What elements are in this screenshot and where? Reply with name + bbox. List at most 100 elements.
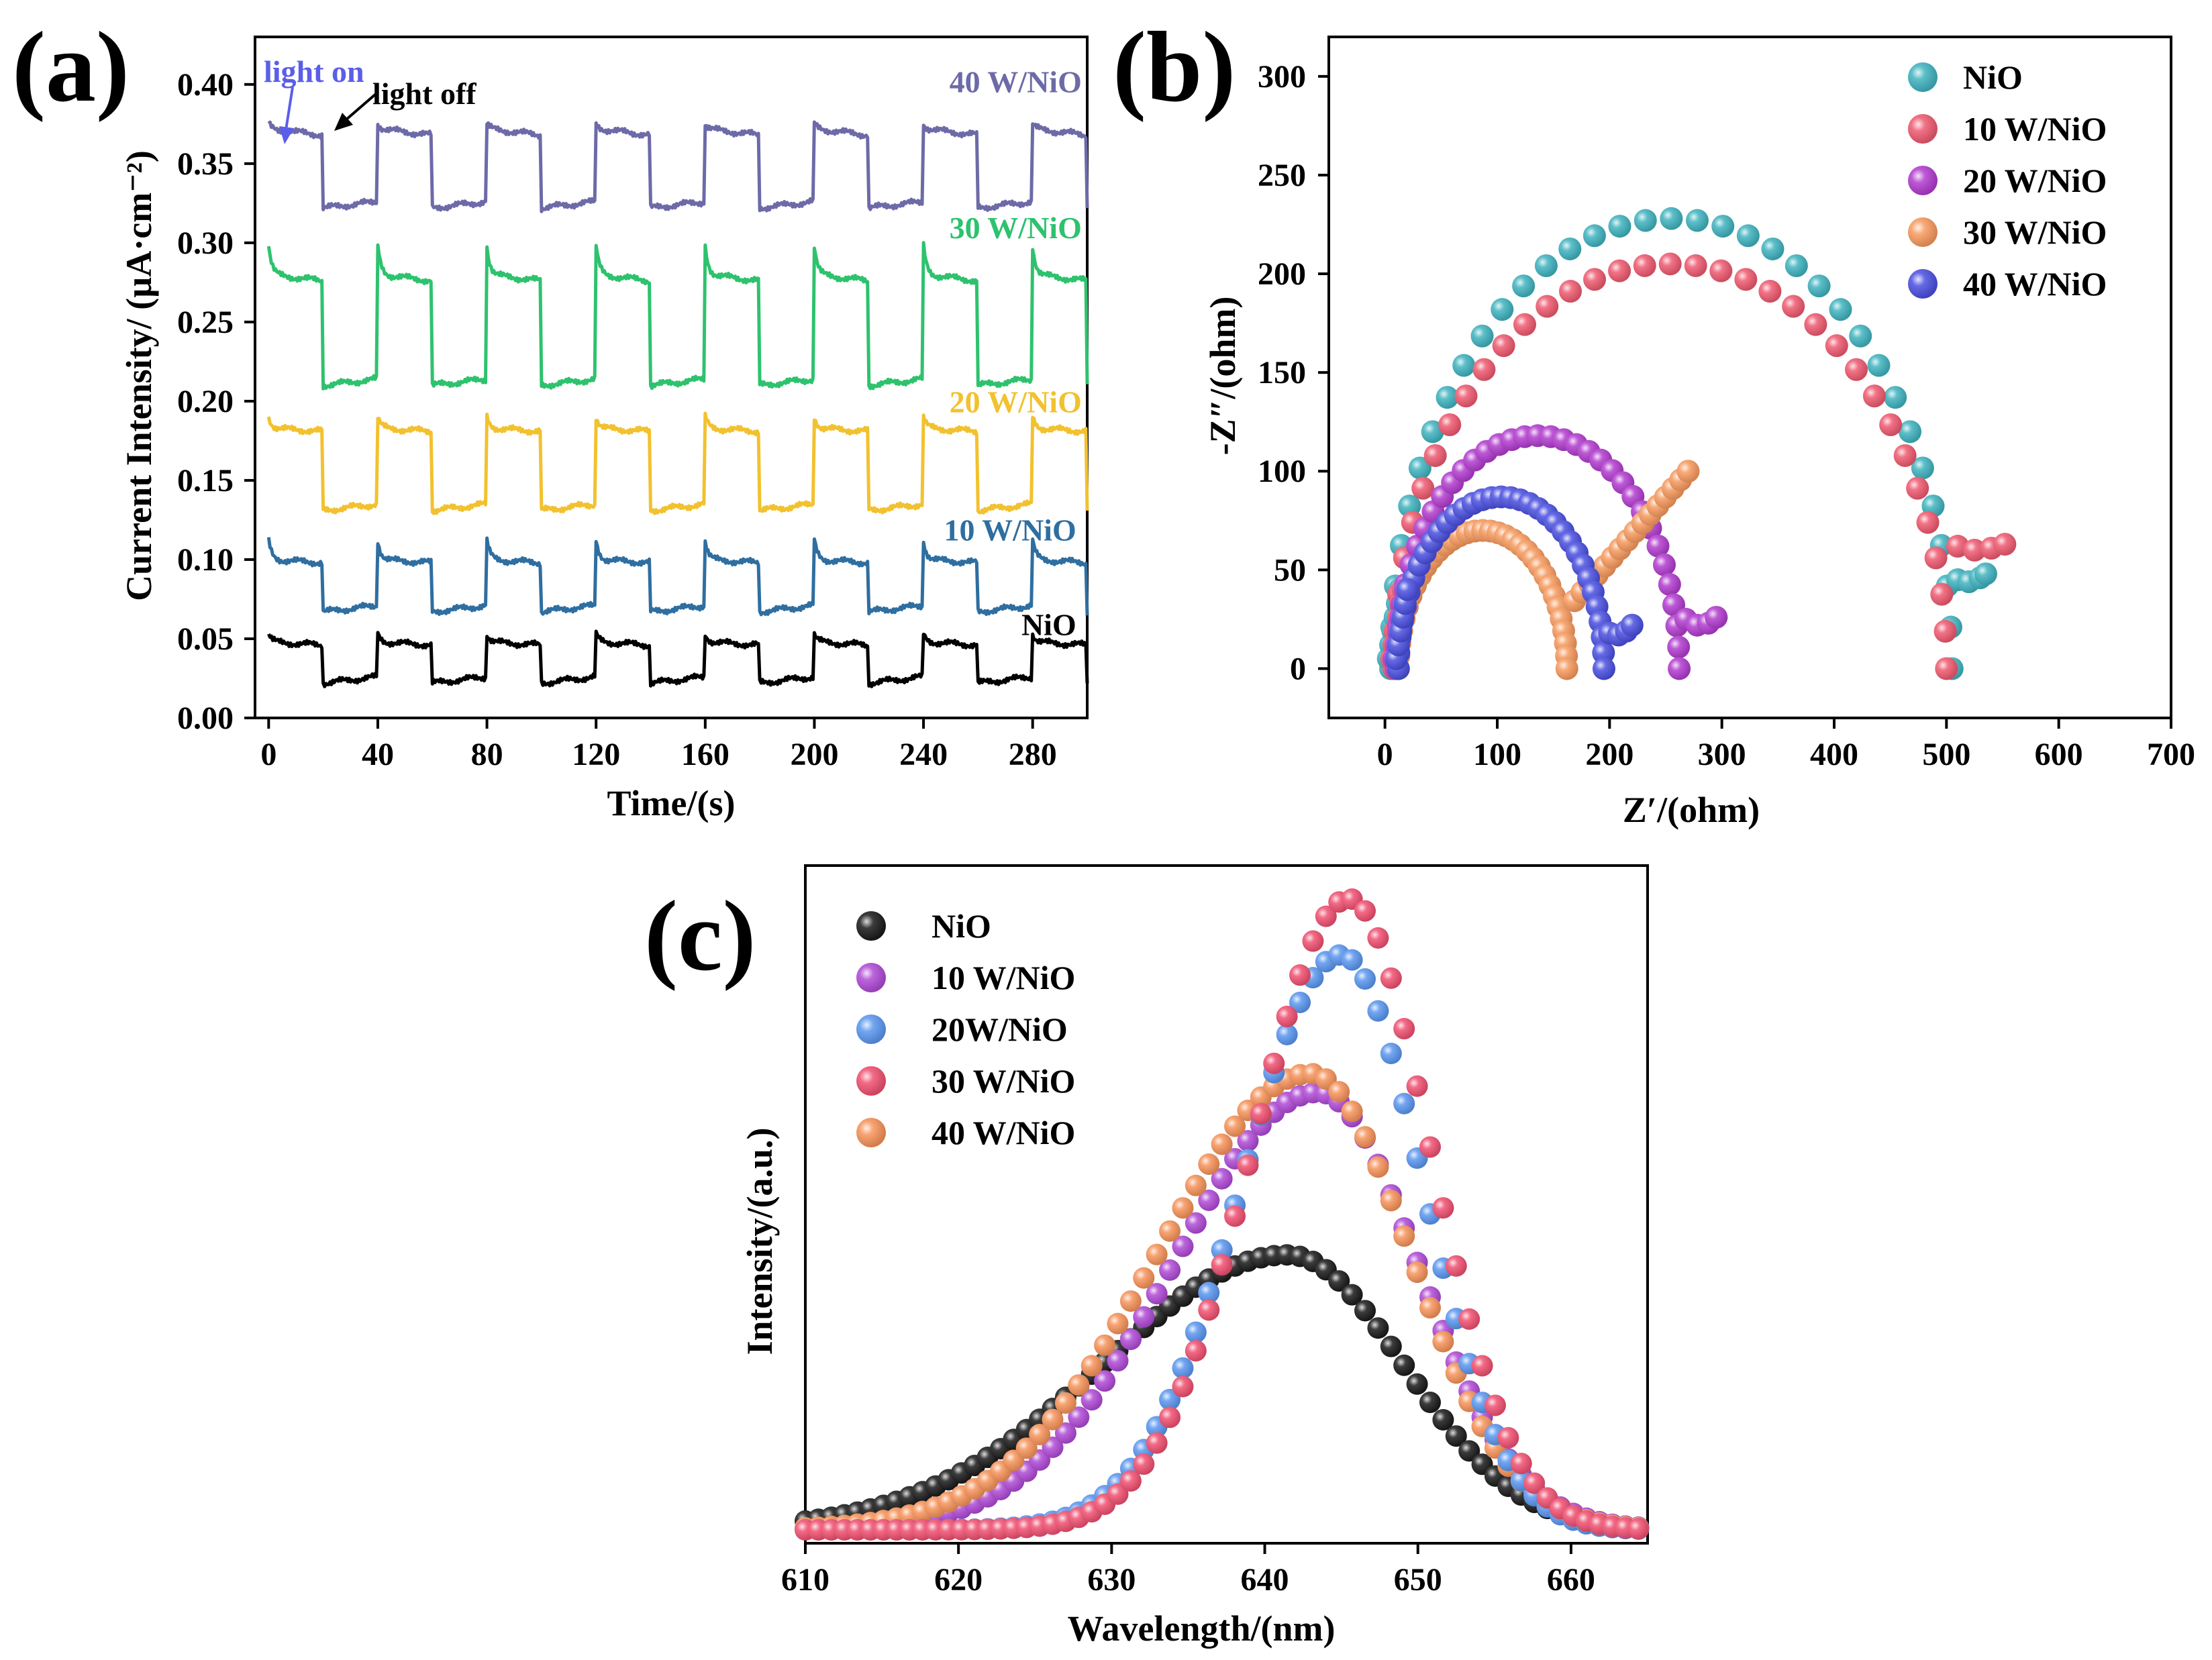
c-point-3-44: [1367, 927, 1389, 949]
c-point-3-48-shine: [1419, 1136, 1441, 1158]
c-point-1-25-shine: [1119, 1329, 1142, 1351]
b-point-0-24: [1829, 298, 1852, 321]
b-legend-label-4: 40 W/NiO: [1963, 265, 2107, 303]
c-point-4-32-shine: [1211, 1133, 1233, 1155]
panel-a-light-on-arrow: [284, 87, 294, 135]
c-point-4-48-shine: [1419, 1297, 1441, 1319]
c-legend-marker-2-shine: [856, 1015, 886, 1044]
c-point-1-29: [1172, 1235, 1194, 1257]
c-point-3-30-shine: [1185, 1340, 1207, 1362]
c-point-4-44: [1367, 1156, 1389, 1178]
c-point-0-42: [1341, 1284, 1363, 1306]
b-point-0-6-shine: [1421, 420, 1444, 444]
b-point-0-28-shine: [1899, 420, 1922, 444]
b-point-1-20: [1734, 268, 1758, 291]
b-point-1-36-shine: [1963, 538, 1987, 562]
c-point-3-43-shine: [1354, 900, 1376, 922]
b-legend-marker-3-shine: [1908, 217, 1938, 247]
c-point-1-27: [1146, 1283, 1168, 1305]
b-point-2-28: [1646, 534, 1670, 558]
b-point-0-29: [1911, 456, 1934, 480]
b-point-0-10-shine: [1491, 298, 1514, 321]
c-legend-label-0: NiO: [932, 907, 991, 945]
c-point-3-39-shine: [1302, 930, 1324, 952]
a-x-tick-label-5: 200: [790, 737, 838, 772]
c-point-0-43: [1354, 1300, 1376, 1322]
b-point-0-21: [1761, 237, 1784, 260]
c-point-1-21: [1068, 1406, 1090, 1429]
c-point-4-27-shine: [1146, 1243, 1168, 1265]
c-point-3-49-shine: [1432, 1197, 1454, 1219]
b-point-2-29-shine: [1652, 553, 1676, 576]
b-point-1-31-shine: [1924, 546, 1948, 570]
panel-b-letter: (b): [1113, 11, 1236, 123]
panel-a-light-on-annotation: light on: [264, 54, 364, 89]
c-point-4-31-shine: [1198, 1153, 1220, 1175]
b-x-tick-label-6: 600: [2035, 737, 2083, 772]
c-point-3-35-shine: [1250, 1102, 1272, 1125]
c-point-4-43-shine: [1354, 1126, 1376, 1148]
a-x-tick-label-2: 80: [471, 737, 503, 772]
c-point-0-44: [1367, 1317, 1389, 1339]
c-point-3-53: [1484, 1394, 1506, 1416]
c-point-4-33-shine: [1224, 1115, 1246, 1137]
panel-b-plot-frame: [1327, 36, 2172, 719]
c-point-4-31: [1198, 1153, 1220, 1175]
b-point-0-14-shine: [1582, 224, 1606, 248]
b-legend-marker-2: [1908, 166, 1938, 195]
b-point-0-18-shine: [1685, 209, 1709, 232]
b-point-0-20: [1736, 224, 1760, 248]
b-point-1-30: [1916, 511, 1940, 534]
b-point-0-22-shine: [1784, 254, 1808, 277]
b-point-1-12: [1536, 295, 1559, 318]
c-point-0-41: [1328, 1270, 1350, 1292]
b-point-1-38: [1993, 533, 2017, 556]
b-point-2-34-shine: [1668, 657, 1691, 680]
c-point-3-31: [1198, 1299, 1220, 1321]
c-point-3-31-shine: [1198, 1299, 1220, 1321]
a-x-tick-label-1: 40: [362, 737, 394, 772]
a-series-label-1: 10 W/NiO: [944, 513, 1076, 548]
b-point-0-11-shine: [1512, 274, 1536, 298]
c-point-4-18: [1029, 1424, 1051, 1446]
c-legend-label-2: 20W/NiO: [932, 1010, 1068, 1048]
c-point-3-56-shine: [1523, 1472, 1546, 1494]
c-legend-marker-2: [856, 1015, 886, 1044]
c-point-3-48: [1419, 1136, 1441, 1158]
a-x-tick-label-4: 160: [681, 737, 730, 772]
c-point-3-47-shine: [1406, 1075, 1428, 1097]
b-point-2-38-shine: [1705, 605, 1728, 629]
b-point-0-7: [1436, 386, 1459, 409]
c-point-4-28: [1159, 1220, 1181, 1242]
b-x-tick-label-3: 300: [1698, 737, 1746, 772]
c-point-3-50-shine: [1445, 1255, 1467, 1277]
b-point-4-33-shine: [1592, 641, 1615, 664]
b-point-2-30-shine: [1658, 573, 1681, 596]
c-point-2-38: [1289, 991, 1311, 1013]
c-point-1-28-shine: [1159, 1259, 1181, 1281]
b-point-0-14: [1582, 224, 1606, 248]
panel-b-y-label: -Z″/(ohm): [1203, 297, 1243, 456]
c-point-4-17: [1015, 1437, 1038, 1459]
c-point-1-24: [1107, 1350, 1129, 1372]
c-point-3-37: [1276, 1005, 1298, 1027]
panel-a-light-off-annotation: light off: [372, 76, 476, 111]
a-y-tick-label-2: 0.10: [177, 542, 234, 578]
c-point-0-44-shine: [1367, 1317, 1389, 1339]
c-point-3-35: [1250, 1102, 1272, 1125]
c-point-3-29: [1172, 1376, 1194, 1398]
panel-b-x-label: Z′/(ohm): [1623, 790, 1760, 830]
c-point-3-56: [1523, 1472, 1546, 1494]
panel-a-light-off-arrowhead: [334, 113, 353, 131]
c-point-2-31-shine: [1198, 1282, 1220, 1304]
c-point-0-42-shine: [1341, 1284, 1363, 1306]
b-point-1-15: [1608, 259, 1631, 282]
b-point-1-12-shine: [1536, 295, 1559, 318]
c-point-3-34: [1237, 1154, 1259, 1176]
b-point-0-29-shine: [1911, 456, 1934, 480]
c-point-0-47-shine: [1406, 1373, 1428, 1395]
panel-c-chart: (c) 610 620 630 640 650 660 NiO 10 W/NiO 20W/Ni…: [644, 864, 1650, 1649]
a-x-tick-label-0: 0: [260, 737, 276, 772]
b-point-1-13-shine: [1558, 280, 1582, 303]
a-y-tick-label-7: 0.35: [177, 146, 234, 182]
